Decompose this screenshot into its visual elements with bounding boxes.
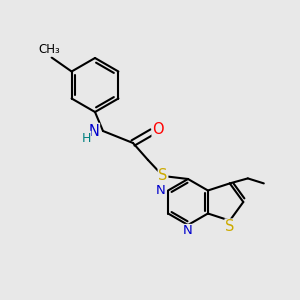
Text: S: S (225, 219, 235, 234)
Text: N: N (156, 184, 166, 197)
Text: N: N (88, 124, 99, 139)
Text: CH₃: CH₃ (39, 43, 61, 56)
Text: N: N (183, 224, 193, 238)
Text: O: O (152, 122, 164, 137)
Text: H: H (81, 131, 91, 145)
Text: S: S (158, 169, 168, 184)
